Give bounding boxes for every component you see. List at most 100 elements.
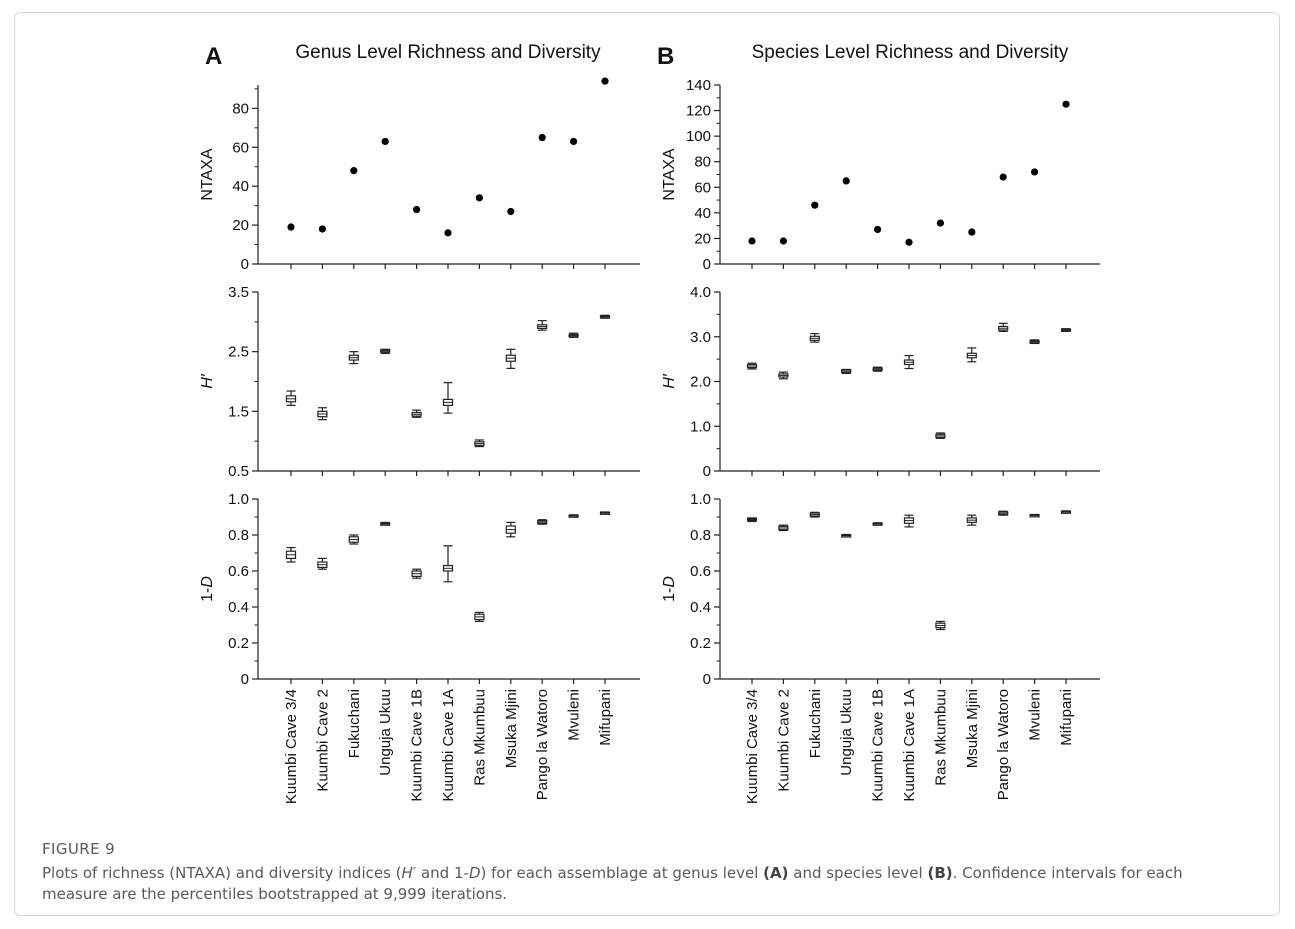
caption-segment: D (468, 864, 481, 882)
x-tick-label-mifupani: Mifupani (597, 689, 614, 746)
box-kuumbi-cave-1b (411, 568, 422, 579)
point-kuumbi-cave-1a (905, 238, 913, 246)
x-tick-label-pango-la-watoro: Pango la Watoro (534, 689, 551, 800)
y-tick-label: 4.0 (690, 284, 711, 301)
y-tick-label: 3.0 (690, 329, 711, 346)
caption-segment: and 1- (416, 864, 469, 882)
point-mifupani (1062, 100, 1070, 108)
x-tick-label-kuumbi-cave-3-4: Kuumbi Cave 3/4 (744, 689, 761, 804)
y-axis-label: NTAXA (199, 148, 216, 200)
figure-label: FIGURE 9 (42, 840, 116, 858)
y-tick-label: 0 (241, 256, 249, 273)
box-ras-mkumbuu (935, 620, 946, 631)
y-tick-label: 0.6 (690, 563, 711, 580)
point-kuumbi-cave-1a (444, 229, 452, 237)
box-msuka-mjini (505, 348, 516, 369)
box-unguja-ukuu (841, 368, 852, 375)
box-mvuleni (1029, 339, 1040, 345)
point-kuumbi-cave-2 (779, 237, 788, 245)
panel-b: B Species Level Richness and Diversity 0 20… (657, 42, 1100, 804)
y-tick-label: 0 (241, 671, 249, 688)
y-axis-label: H′ (661, 373, 678, 389)
x-tick-label-kuumbi-cave-3-4: Kuumbi Cave 3/4 (283, 689, 300, 804)
y-tick-label: 1.0 (690, 418, 711, 435)
y-tick-label: 0 (703, 671, 711, 688)
box-unguja-ukuu (380, 521, 391, 526)
box-ras-mkumbuu (935, 432, 946, 439)
point-unguja-ukuu (842, 177, 850, 185)
x-tick-label-msuka-mjini: Msuka Mjini (503, 689, 520, 768)
box-kuumbi-cave-1a (903, 354, 915, 370)
box-kuumbi-cave-3-4 (746, 362, 758, 370)
point-ras-mkumbuu (475, 194, 483, 202)
box-unguja-ukuu (841, 533, 852, 538)
plot-1-d: 0 0.2 0.4 0.6 0.8 1.0 1-D (199, 491, 640, 688)
box-kuumbi-cave-1b (411, 409, 422, 418)
box-kuumbi-cave-2 (317, 407, 328, 421)
plot-ntaxa: 0 20 40 60 80 NTAXA (199, 77, 640, 273)
y-tick-label: 20 (694, 230, 711, 247)
x-tick-label-pango-la-watoro: Pango la Watoro (995, 689, 1012, 800)
x-tick-label-kuumbi-cave-2: Kuumbi Cave 2 (314, 689, 331, 792)
box-kuumbi-cave-2 (778, 524, 789, 532)
caption-segment: Plots of richness (NTAXA) and diversity … (42, 864, 402, 882)
box-kuumbi-cave-1a (442, 545, 454, 583)
y-tick-label: 80 (232, 100, 249, 117)
y-tick-label: 80 (694, 154, 711, 171)
box-ras-mkumbuu (474, 611, 485, 623)
caption-segment: and species level (788, 864, 928, 882)
box-msuka-mjini (966, 347, 977, 363)
point-ras-mkumbuu (936, 219, 945, 227)
box-kuumbi-cave-1b (872, 366, 883, 372)
caption-segment: ) for each assemblage at genus level (480, 864, 764, 882)
box-mvuleni (568, 332, 579, 338)
y-tick-label: 1.5 (228, 403, 249, 420)
y-tick-label: 0.6 (228, 563, 249, 580)
point-kuumbi-cave-3-4 (287, 223, 295, 231)
point-mifupani (601, 77, 609, 85)
point-pango-la-watoro (538, 133, 546, 142)
plot-ntaxa: 0 20 40 60 80 100 120 140 NTAXA (661, 77, 1100, 273)
box-pango-la-watoro (998, 510, 1009, 516)
box-mvuleni (1029, 513, 1040, 518)
y-tick-label: 2.5 (228, 344, 249, 361)
box-unguja-ukuu (380, 348, 391, 355)
y-axis-label: 1-D (661, 576, 678, 602)
panel-letter-b: B (657, 43, 674, 70)
box-kuumbi-cave-1a (442, 382, 454, 414)
box-fukuchani (809, 511, 820, 518)
box-kuumbi-cave-3-4 (285, 546, 297, 563)
x-tick-label-kuumbi-cave-1b: Kuumbi Cave 1B (870, 689, 887, 802)
box-kuumbi-cave-3-4 (285, 390, 297, 406)
y-tick-label: 40 (694, 205, 711, 222)
box-kuumbi-cave-1b (872, 522, 883, 526)
box-mifupani (599, 314, 611, 319)
point-mvuleni (570, 137, 578, 146)
y-tick-label: 0.8 (228, 527, 249, 544)
point-msuka-mjini (507, 207, 515, 216)
box-kuumbi-cave-2 (778, 371, 789, 380)
box-mvuleni (568, 514, 579, 518)
y-tick-label: 120 (686, 103, 711, 120)
point-unguja-ukuu (381, 137, 389, 146)
point-kuumbi-cave-3-4 (748, 237, 756, 245)
panel-title: Genus Level Richness and Diversity (295, 42, 601, 63)
y-tick-label: 0.4 (690, 599, 711, 616)
figure-frame (14, 12, 1280, 916)
point-mvuleni (1031, 168, 1039, 176)
y-tick-label: 1.0 (690, 491, 711, 508)
y-axis-label: H′ (199, 373, 216, 389)
y-tick-label: 0.2 (228, 635, 249, 652)
box-pango-la-watoro (998, 322, 1009, 332)
y-tick-label: 2.0 (690, 374, 711, 391)
plot-h: 0 1.0 2.0 3.0 4.0 H′ (661, 284, 1100, 480)
x-tick-label-mifupani: Mifupani (1058, 689, 1075, 746)
figure-caption: FIGURE 9 Plots of richness (NTAXA) and d… (42, 840, 1252, 905)
point-fukuchani (811, 201, 819, 209)
caption-segment: (A) (763, 864, 789, 882)
box-fukuchani (348, 534, 359, 545)
box-mifupani (599, 511, 611, 515)
x-tick-label-kuumbi-cave-2: Kuumbi Cave 2 (775, 689, 792, 792)
y-tick-label: 0.2 (690, 635, 711, 652)
